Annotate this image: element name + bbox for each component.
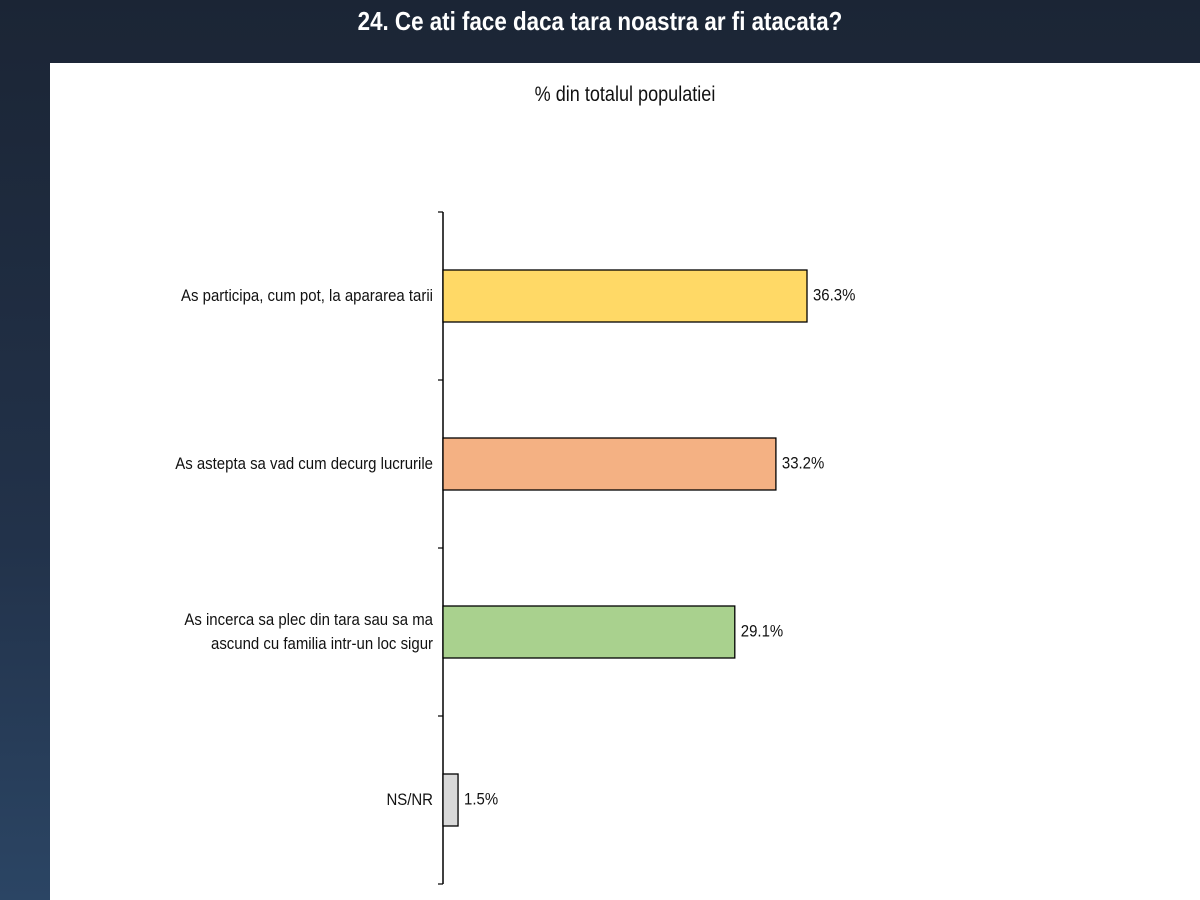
value-label: 33.2% [782,455,824,473]
value-label: 29.1% [741,623,783,641]
value-label: 36.3% [813,287,855,305]
bar [442,437,777,491]
bar [442,269,808,323]
chart-subtitle: % din totalul populatiei [534,83,716,106]
value-label: 1.5% [464,791,498,809]
category-label: NS/NR [386,790,433,809]
bar [442,605,736,659]
category-label: As astepta sa vad cum decurg lucrurile [175,454,433,473]
chart-title: 24. Ce ati face daca tara noastra ar fi … [357,6,843,36]
bar [442,773,459,827]
category-label: As participa, cum pot, la apararea tarii [181,286,433,305]
chart: 36.3% 33.2% 29.1% 1.5% [438,211,855,885]
chart-panel: % din totalul populatiei 36.3% 33.2% 29.1%… [50,63,1200,900]
category-label: As incerca sa plec din tara sau sa ma as… [184,610,433,653]
